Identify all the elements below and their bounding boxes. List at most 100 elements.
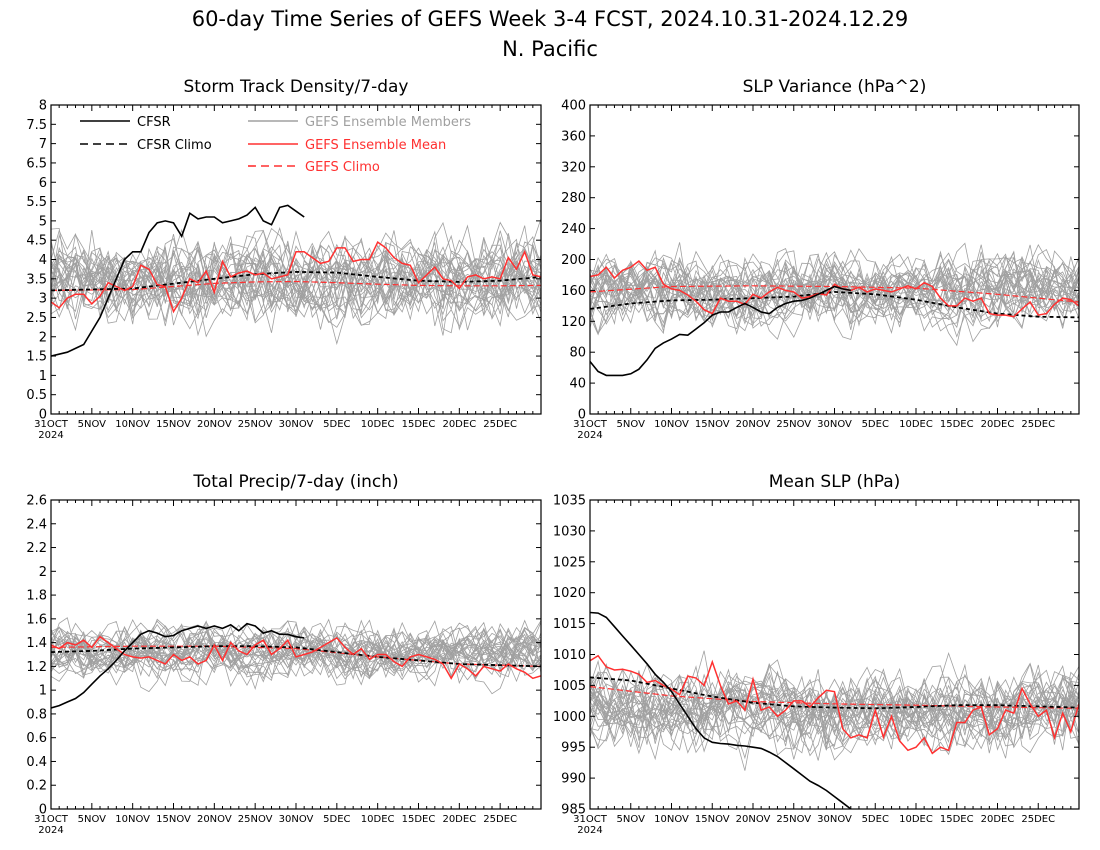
y-tick-label: 0.4	[26, 755, 47, 770]
y-tick-label: 6	[39, 176, 47, 191]
legend: CFSR CFSR Climo GEFS Ensemble Members GEFS …	[80, 115, 471, 175]
legend-label: GEFS Ensemble Mean	[305, 138, 446, 153]
y-tick-label: 0.6	[26, 731, 47, 746]
y-tick-label: 2.6	[26, 494, 47, 509]
x-tick-label: 20DEC	[981, 419, 1015, 430]
y-tick-label: 1.4	[26, 636, 47, 651]
ensemble-member-line	[51, 230, 541, 326]
plot-area	[590, 611, 1079, 809]
ensemble-member-line	[590, 668, 1079, 761]
y-tick-label: 2.5	[26, 311, 47, 326]
y-tick-label: 160	[561, 284, 586, 299]
x-year-label: 2024	[577, 430, 602, 441]
y-tick-label: 2.4	[26, 517, 47, 532]
ensemble-member-line	[590, 262, 1079, 341]
gefs-climo-line	[590, 686, 1079, 709]
y-tick-label: 0	[39, 408, 47, 423]
cfsr-line	[51, 204, 305, 357]
y-tick-label: 120	[561, 315, 586, 330]
ensemble-member-line	[51, 625, 541, 687]
y-tick-label: 1.2	[26, 660, 47, 675]
y-tick-label: 7.5	[26, 118, 47, 133]
ensemble-member-line	[51, 236, 541, 316]
y-tick-label: 1015	[553, 617, 586, 632]
x-tick-label: 30NOV	[279, 814, 314, 825]
cfsr-line	[51, 622, 305, 709]
x-tick-label: 5DEC	[862, 419, 889, 430]
x-tick-label: 5DEC	[862, 814, 889, 825]
y-tick-label: 2.2	[26, 541, 47, 556]
y-tick-label: 1020	[553, 586, 586, 601]
ensemble-member-line	[590, 254, 1079, 327]
x-tick-label: 5DEC	[323, 419, 350, 430]
y-tick-label: 1005	[553, 679, 586, 694]
region-title: N. Pacific	[502, 37, 598, 61]
y-tick-label: 4.5	[26, 234, 47, 249]
ensemble-member-line	[51, 233, 541, 328]
ensemble-member-line	[590, 662, 1079, 755]
ensemble-member-line	[590, 242, 1079, 335]
x-tick-label: 20NOV	[736, 814, 771, 825]
y-tick-label: 1	[39, 369, 47, 384]
ensemble-member-line	[51, 625, 541, 683]
panel-4: Mean SLP (hPa) 985 990 995 1000 1005 1010 1015 1…	[553, 472, 1080, 836]
x-tick-label: 15NOV	[156, 814, 191, 825]
x-tick-label: 25NOV	[238, 814, 273, 825]
x-tick-label: 20NOV	[736, 419, 771, 430]
ensemble-member-line	[590, 673, 1079, 750]
y-tick-label: 0.8	[26, 707, 47, 722]
y-tick-label: 985	[561, 803, 586, 818]
ensemble-member-line	[51, 241, 541, 336]
ensemble-member-line	[51, 626, 541, 680]
x-tick-label: 15DEC	[940, 814, 974, 825]
panel-3: Total Precip/7-day (inch) 0 0.2 0.4 0.6 0.8 1 1…	[26, 472, 542, 836]
y-tick-label: 1.8	[26, 589, 47, 604]
ensemble-member-line	[51, 234, 541, 317]
ensemble-member-line	[51, 221, 541, 313]
y-tick-label: 1.5	[26, 350, 47, 365]
x-year-label: 2024	[577, 825, 602, 836]
x-tick-label: 31OCT	[573, 419, 608, 430]
ensemble-member-line	[51, 623, 541, 669]
x-tick-label: 25DEC	[1021, 419, 1055, 430]
x-year-label: 2024	[38, 430, 63, 441]
ensemble-member-line	[590, 670, 1079, 759]
x-tick-label: 10NOV	[654, 814, 689, 825]
ensemble-member-line	[51, 230, 541, 327]
x-tick-label: 5NOV	[617, 814, 646, 825]
x-tick-label: 15DEC	[940, 419, 974, 430]
panel-title: SLP Variance (hPa^2)	[743, 77, 927, 97]
ensemble-member-line	[51, 227, 541, 338]
y-tick-label: 1	[39, 684, 47, 699]
panel-1: Storm Track Density/7-day 0 0.5 1 1.5 2 2.5 3 3.…	[26, 77, 542, 441]
ensemble-member-line	[51, 627, 541, 686]
x-tick-label: 10NOV	[115, 419, 150, 430]
x-tick-label: 25DEC	[483, 814, 517, 825]
x-tick-label: 31OCT	[34, 419, 69, 430]
ensemble-member-line	[590, 256, 1079, 347]
panel-title: Mean SLP (hPa)	[769, 472, 901, 492]
plot-area	[51, 617, 541, 709]
x-tick-label: 20NOV	[197, 419, 232, 430]
x-tick-label: 25DEC	[483, 419, 517, 430]
ensemble-member-line	[51, 238, 541, 321]
x-tick-label: 25DEC	[1021, 814, 1055, 825]
x-tick-label: 10DEC	[899, 419, 933, 430]
x-tick-label: 20NOV	[197, 814, 232, 825]
legend-label: GEFS Ensemble Members	[305, 115, 471, 130]
ensemble-member-line	[590, 254, 1079, 319]
y-tick-label: 990	[561, 772, 586, 787]
x-tick-label: 30NOV	[279, 419, 314, 430]
x-tick-label: 5NOV	[78, 814, 107, 825]
y-tick-label: 3.5	[26, 272, 47, 287]
y-tick-label: 8	[39, 99, 47, 114]
y-tick-label: 2	[39, 330, 47, 345]
gefs-mean-line	[590, 259, 1079, 318]
y-tick-label: 1030	[553, 524, 586, 539]
ensemble-member-line	[51, 218, 541, 314]
ensemble-member-line	[51, 237, 541, 332]
x-tick-label: 5NOV	[78, 419, 107, 430]
x-tick-label: 25NOV	[776, 419, 811, 430]
y-tick-label: 7	[39, 137, 47, 152]
